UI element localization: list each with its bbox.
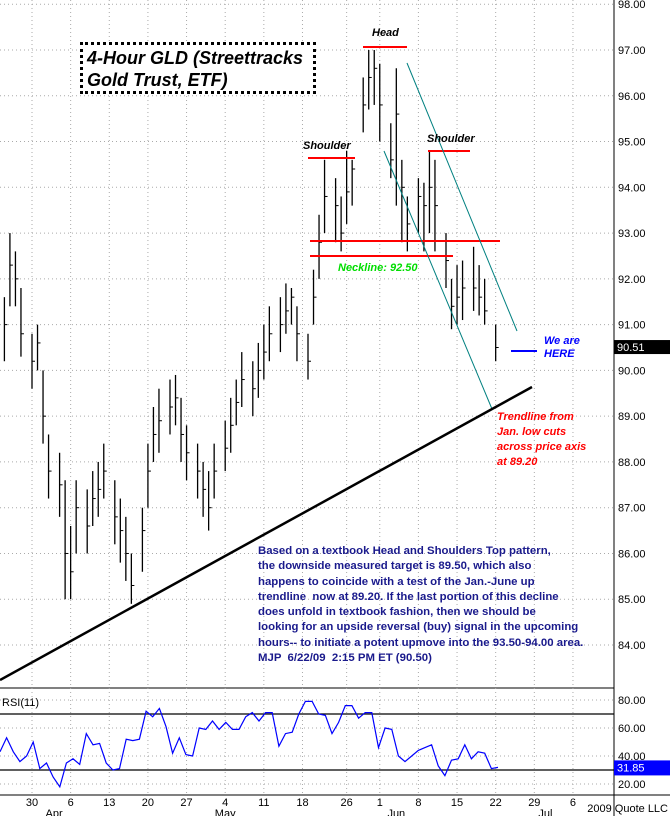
month-label: Apr [46, 808, 63, 816]
head-label: Head [372, 27, 399, 39]
date-tick-label: 8 [415, 797, 421, 809]
price-tick-label: 87.00 [618, 503, 646, 515]
commentary-line: hours-- to initiate a potent upmove into… [258, 636, 584, 649]
left-shoulder-label: Shoulder [303, 140, 351, 152]
month-label: Jun [387, 808, 405, 816]
month-label: May [215, 808, 236, 816]
price-tick-label: 97.00 [618, 45, 646, 57]
we-are-here-label: We are HERE [544, 335, 580, 361]
trend-line-3: across price axis [497, 441, 587, 453]
here-line-1: We are [544, 335, 580, 347]
rsi-tick-label: 60.00 [618, 723, 646, 735]
neckline-label: Neckline: 92.50 [338, 262, 418, 274]
date-tick-label: 18 [296, 797, 308, 809]
date-tick-label: 15 [451, 797, 463, 809]
price-tick-label: 88.00 [618, 457, 646, 469]
price-tick-label: 90.00 [618, 365, 646, 377]
rsi-tick-label: 20.00 [618, 779, 646, 791]
date-tick-label: 6 [68, 797, 74, 809]
rsi-tick-label: 40.00 [618, 751, 646, 763]
trend-line-4: at 89.20 [497, 456, 538, 468]
price-tick-label: 91.00 [618, 320, 646, 332]
commentary-line: looking for an upside reversal (buy) sig… [258, 621, 579, 634]
date-tick-label: 29 [528, 797, 540, 809]
rsi-title: RSI(11) [2, 697, 39, 709]
price-tick-label: 84.00 [618, 640, 646, 652]
trendline-note: Trendline from Jan. low cuts across price … [497, 410, 586, 470]
price-tick-label: 89.00 [618, 411, 646, 423]
commentary: Based on a textbook Head and Shoulders T… [258, 544, 583, 666]
date-tick-label: 22 [490, 797, 502, 809]
month-label: Jul [538, 808, 552, 816]
uptrend-line [0, 385, 533, 682]
price-tick-label: 95.00 [618, 137, 646, 149]
commentary-line: happens to coincide with a test of the J… [258, 575, 535, 588]
last-price-box [614, 340, 670, 355]
date-tick-label: 27 [180, 797, 192, 809]
date-tick-label: 30 [26, 797, 38, 809]
price-tick-label: 93.00 [618, 228, 646, 240]
channel-upper-line [406, 62, 518, 332]
rsi-last-value-label: 31.85 [617, 762, 645, 774]
date-tick-label: 13 [103, 797, 115, 809]
date-tick-label: 1 [377, 797, 383, 809]
commentary-line: does unfold in textbook fashion, then we… [258, 606, 536, 619]
commentary-line: trendline now at 89.20. If the last port… [258, 590, 559, 603]
last-price-label: 90.51 [617, 342, 645, 354]
commentary-line: the downside measured target is 89.50, w… [258, 560, 532, 573]
copyright: 2009 Quote LLC [587, 803, 668, 815]
trend-line-1: Trendline from [497, 411, 574, 423]
price-tick-label: 85.00 [618, 594, 646, 606]
chart-title: 4-Hour GLD (Streettracks Gold Trust, ETF… [80, 42, 316, 94]
date-tick-label: 6 [570, 797, 576, 809]
here-line-2: HERE [544, 348, 575, 360]
date-tick-label: 26 [341, 797, 353, 809]
price-tick-label: 86.00 [618, 548, 646, 560]
rsi-tick-label: 80.00 [618, 695, 646, 707]
date-tick-label: 20 [142, 797, 154, 809]
right-shoulder-label: Shoulder [427, 133, 475, 145]
price-tick-label: 98.00 [618, 0, 646, 11]
channel-lower-line [383, 150, 493, 410]
trend-line-2: Jan. low cuts [497, 426, 567, 438]
rsi-last-value-box [614, 760, 670, 776]
price-tick-label: 92.00 [618, 274, 646, 286]
commentary-line: Based on a textbook Head and Shoulders T… [258, 545, 551, 557]
date-tick-label: 4 [222, 797, 228, 809]
rsi-line [0, 700, 499, 789]
price-tick-label: 96.00 [618, 91, 646, 103]
commentary-line: MJP 6/22/09 2:15 PM ET (90.50) [258, 652, 432, 665]
price-tick-label: 94.00 [618, 182, 646, 194]
date-tick-label: 11 [258, 797, 269, 809]
